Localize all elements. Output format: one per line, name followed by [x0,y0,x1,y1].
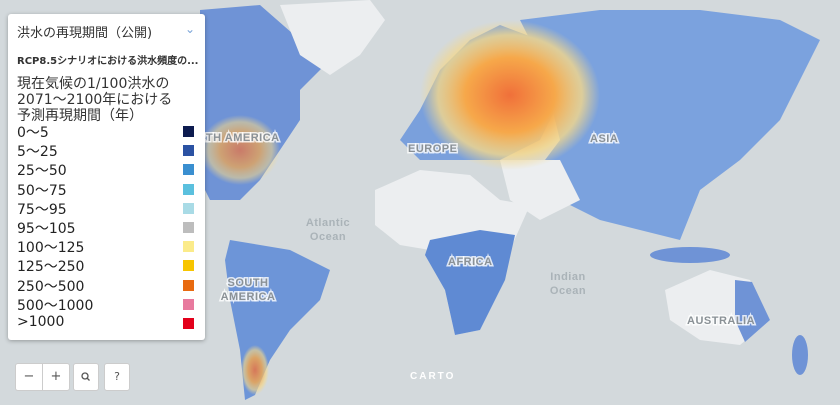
panel-subtitle: RCP8.5シナリオにおける洪水頻度の... [17,56,199,67]
asia [520,10,820,240]
legend-label: 5〜25 [17,144,58,161]
heat-europe [420,20,600,170]
legend-swatch [183,298,194,310]
ocean-label: Atlantic [306,217,350,229]
legend-swatch [183,222,194,233]
middle-east [500,160,580,220]
legend-label: 500〜1000 [17,297,94,314]
legend-label: 50〜75 [17,182,67,199]
heat-sa [241,345,269,395]
dropdown-chevron[interactable]: ⌄ [184,22,195,36]
legend-swatch [183,318,194,329]
legend-title-line: 現在気候の1/100洪水の [17,76,170,92]
legend-swatch [183,260,194,272]
africa-south [425,230,515,335]
panel-title[interactable]: 洪水の再現期間（公開) [17,26,153,41]
legend-label: 75〜95 [17,201,67,218]
legend-swatch [183,126,194,137]
legend-label: 25〜50 [17,163,67,180]
zoom-out[interactable]: − [15,363,42,391]
legend-swatch [183,202,194,214]
legend-label: >1000 [17,314,65,330]
legend-label: 125〜250 [17,259,85,276]
legend-swatch [183,241,194,253]
attribution: CARTO [410,371,455,382]
map-label: AMERICA [221,291,276,303]
new-zealand [792,335,808,375]
legend-swatch [183,145,194,157]
legend-label: 100〜125 [17,240,85,257]
south-america [225,240,330,400]
legend-title-line: 予測再現期間（年） [17,108,143,124]
help-button[interactable]: ? [104,363,130,391]
ocean-label: Indian [550,271,585,283]
legend-title: 現在気候の1/100洪水の 2071〜2100年における 予測再現期間（年） [17,76,172,124]
australia-east [735,280,770,342]
search-button[interactable] [73,363,99,391]
map-label: EUROPE [408,143,457,155]
legend-label: 0〜5 [17,125,49,141]
zoom-in[interactable]: + [42,363,70,391]
legend-panel: 洪水の再現期間（公開) ⌄ RCP8.5シナリオにおける洪水頻度の... 現在気… [8,14,205,340]
map-label: AUSTRALIA [687,315,755,327]
legend-title-line: 2071〜2100年における [17,92,173,108]
search-icon [81,372,90,381]
map-label: SOUTH [228,277,269,289]
heat-na [200,115,280,185]
legend-label: 250〜500 [17,278,85,295]
legend-swatch [183,164,194,176]
legend-label: 95〜105 [17,221,76,237]
map-label: AFRICA [448,256,493,268]
map-label: ASIA [590,133,618,145]
indonesia [650,247,730,263]
legend-swatch [183,279,194,291]
ocean-label: Ocean [550,285,586,297]
greenland [280,0,385,75]
ocean-label: Ocean [310,231,346,243]
legend-swatch [183,183,194,195]
land [200,0,820,400]
